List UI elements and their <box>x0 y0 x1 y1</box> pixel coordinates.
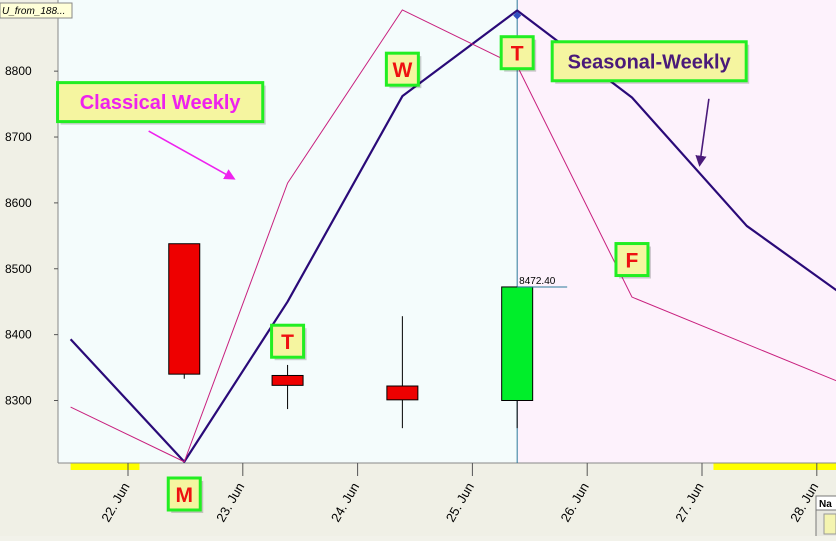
series-line <box>69 9 836 463</box>
series-line <box>70 9 836 463</box>
turning-point-letter: T <box>281 331 294 354</box>
window-tag-label: U_from_188... <box>2 6 65 17</box>
annotation-label: Seasonal-Weekly <box>568 51 732 73</box>
window-tag[interactable]: U_from_188... <box>0 2 73 19</box>
turning-point-letter: W <box>392 59 412 82</box>
y-tick-label: 8600 <box>5 196 32 210</box>
peak-marker-icon <box>513 11 522 20</box>
turning-point-letter: M <box>176 484 194 507</box>
nav-panel-label: Na <box>819 499 832 510</box>
turning-point-letter: T <box>511 43 524 66</box>
annotation-label: Classical Weekly <box>80 92 242 114</box>
turning-point-m: M <box>166 476 204 513</box>
y-tick-label: 8400 <box>5 328 32 342</box>
y-tick-label: 8300 <box>5 394 32 408</box>
y-tick-label: 8700 <box>5 130 32 144</box>
y-tick-label: 8500 <box>5 262 32 276</box>
annotations: Classical Weekly Seasonal-Weekly <box>56 40 750 125</box>
turning-point-t: T <box>270 323 307 361</box>
annotation-arrow <box>695 98 710 167</box>
y-tick-label: 8800 <box>5 64 32 78</box>
candles <box>168 243 534 429</box>
candle-body <box>501 286 534 402</box>
price-label: 8472.40 <box>519 276 556 287</box>
turning-point-f: F <box>614 242 651 279</box>
y-axis: 8300 8400 8500 8600 8700 8800 <box>5 0 59 463</box>
annotation-classical: Classical Weekly <box>56 81 266 125</box>
turning-point-t: T <box>499 35 537 72</box>
nav-panel[interactable]: Na <box>815 495 836 541</box>
turning-point-w: W <box>384 51 422 89</box>
highlight-band <box>70 463 140 470</box>
turning-point-letter: F <box>626 250 639 273</box>
price-label-group: 8472.40 <box>517 276 568 288</box>
turning-point-labels: M T W T F <box>166 35 651 513</box>
annotation-arrow <box>148 130 236 180</box>
series-lines <box>69 9 836 463</box>
candle-body <box>168 243 201 375</box>
annotation-arrows <box>148 98 710 180</box>
candle-body <box>271 374 304 386</box>
highlight-band <box>713 463 836 470</box>
highlight-bands <box>70 463 836 470</box>
annotation-seasonal: Seasonal-Weekly <box>550 40 750 84</box>
candle-body <box>386 385 419 401</box>
